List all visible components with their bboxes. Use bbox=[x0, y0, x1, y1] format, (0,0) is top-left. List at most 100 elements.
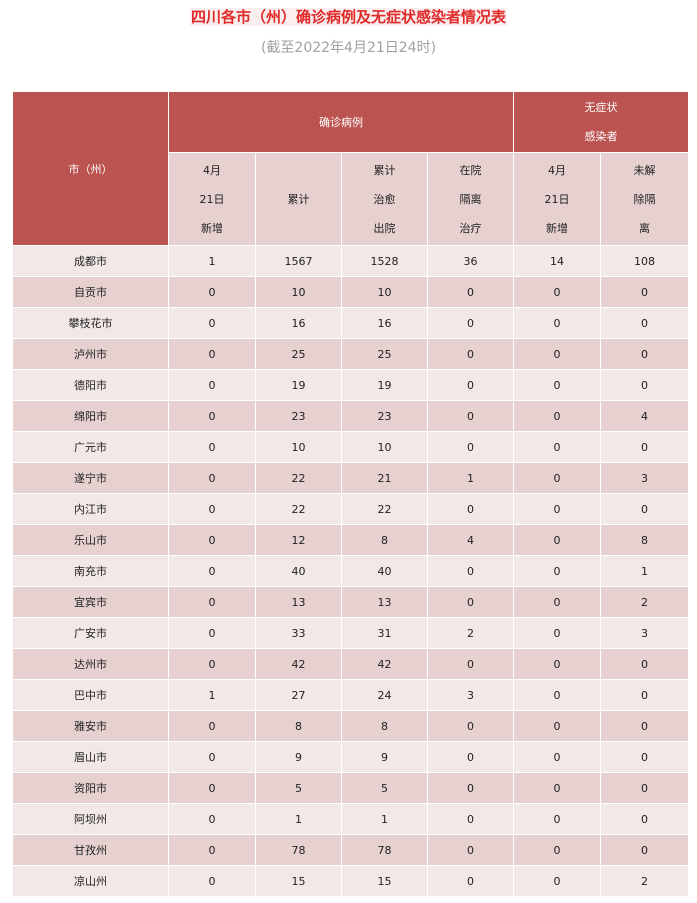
cell-total-recovered: 10 bbox=[341, 276, 428, 308]
cell-total-confirmed: 25 bbox=[255, 338, 342, 370]
table-row: 遂宁市 0 22 21 1 0 3 bbox=[12, 462, 689, 494]
cell-total-recovered: 15 bbox=[341, 865, 428, 897]
cell-asymptomatic-under-isolation: 1 bbox=[600, 555, 689, 587]
cell-new-asymptomatic: 0 bbox=[513, 524, 601, 556]
city-name: 遂宁市 bbox=[12, 462, 169, 494]
cell-new-asymptomatic: 0 bbox=[513, 369, 601, 401]
cell-hospitalized: 1 bbox=[427, 462, 514, 494]
cell-hospitalized: 0 bbox=[427, 741, 514, 773]
cell-new-confirmed: 0 bbox=[168, 741, 256, 773]
subheader-total-recovered: 累计 治愈 出院 bbox=[341, 152, 428, 246]
cell-total-recovered: 16 bbox=[341, 307, 428, 339]
city-name: 巴中市 bbox=[12, 679, 169, 711]
cell-hospitalized: 0 bbox=[427, 338, 514, 370]
cell-asymptomatic-under-isolation: 3 bbox=[600, 617, 689, 649]
cell-asymptomatic-under-isolation: 0 bbox=[600, 803, 689, 835]
table-row: 自贡市 0 10 10 0 0 0 bbox=[12, 276, 689, 308]
cell-asymptomatic-under-isolation: 0 bbox=[600, 307, 689, 339]
cell-new-confirmed: 0 bbox=[168, 834, 256, 866]
cell-hospitalized: 0 bbox=[427, 369, 514, 401]
cell-total-recovered: 78 bbox=[341, 834, 428, 866]
cell-new-asymptomatic: 0 bbox=[513, 462, 601, 494]
cell-hospitalized: 0 bbox=[427, 803, 514, 835]
cell-new-confirmed: 0 bbox=[168, 400, 256, 432]
city-name: 绵阳市 bbox=[12, 400, 169, 432]
cell-total-confirmed: 1 bbox=[255, 803, 342, 835]
cell-total-confirmed: 22 bbox=[255, 462, 342, 494]
table-row: 雅安市 0 8 8 0 0 0 bbox=[12, 710, 689, 742]
cell-total-recovered: 42 bbox=[341, 648, 428, 680]
cell-new-confirmed: 0 bbox=[168, 493, 256, 525]
page-title: 四川各市（州）确诊病例及无症状感染者情况表 bbox=[189, 8, 507, 26]
cell-asymptomatic-under-isolation: 0 bbox=[600, 338, 689, 370]
cell-asymptomatic-under-isolation: 0 bbox=[600, 679, 689, 711]
city-name: 自贡市 bbox=[12, 276, 169, 308]
cell-new-confirmed: 0 bbox=[168, 617, 256, 649]
cell-total-confirmed: 12 bbox=[255, 524, 342, 556]
cell-new-confirmed: 1 bbox=[168, 679, 256, 711]
table-row: 攀枝花市 0 16 16 0 0 0 bbox=[12, 307, 689, 339]
cell-total-recovered: 13 bbox=[341, 586, 428, 618]
cell-total-recovered: 23 bbox=[341, 400, 428, 432]
table-row: 德阳市 0 19 19 0 0 0 bbox=[12, 369, 689, 401]
cell-new-asymptomatic: 0 bbox=[513, 276, 601, 308]
cell-hospitalized: 0 bbox=[427, 276, 514, 308]
cell-new-confirmed: 0 bbox=[168, 369, 256, 401]
cell-asymptomatic-under-isolation: 8 bbox=[600, 524, 689, 556]
table-row: 南充市 0 40 40 0 0 1 bbox=[12, 555, 689, 587]
cell-total-confirmed: 23 bbox=[255, 400, 342, 432]
subheader-new-asymptomatic: 4月 21日 新增 bbox=[513, 152, 601, 246]
city-name: 广安市 bbox=[12, 617, 169, 649]
city-name: 达州市 bbox=[12, 648, 169, 680]
confirmed-group-header: 确诊病例 bbox=[168, 91, 514, 153]
cell-new-confirmed: 0 bbox=[168, 586, 256, 618]
city-name: 成都市 bbox=[12, 245, 169, 277]
cell-total-recovered: 25 bbox=[341, 338, 428, 370]
cell-hospitalized: 0 bbox=[427, 865, 514, 897]
city-name: 广元市 bbox=[12, 431, 169, 463]
cell-new-confirmed: 0 bbox=[168, 462, 256, 494]
cell-new-asymptomatic: 0 bbox=[513, 400, 601, 432]
table-row: 资阳市 0 5 5 0 0 0 bbox=[12, 772, 689, 804]
cell-asymptomatic-under-isolation: 2 bbox=[600, 586, 689, 618]
cell-total-confirmed: 10 bbox=[255, 431, 342, 463]
cell-total-recovered: 22 bbox=[341, 493, 428, 525]
cell-new-confirmed: 0 bbox=[168, 431, 256, 463]
table-row: 广安市 0 33 31 2 0 3 bbox=[12, 617, 689, 649]
cell-asymptomatic-under-isolation: 0 bbox=[600, 369, 689, 401]
cell-total-confirmed: 10 bbox=[255, 276, 342, 308]
cell-new-asymptomatic: 0 bbox=[513, 338, 601, 370]
cell-total-recovered: 8 bbox=[341, 524, 428, 556]
cell-new-asymptomatic: 0 bbox=[513, 648, 601, 680]
cell-total-recovered: 21 bbox=[341, 462, 428, 494]
cell-new-confirmed: 0 bbox=[168, 276, 256, 308]
city-name: 资阳市 bbox=[12, 772, 169, 804]
city-name: 内江市 bbox=[12, 493, 169, 525]
cell-asymptomatic-under-isolation: 0 bbox=[600, 741, 689, 773]
cell-total-confirmed: 27 bbox=[255, 679, 342, 711]
page-subtitle: (截至2022年4月21日24时) bbox=[260, 40, 437, 56]
cell-new-confirmed: 0 bbox=[168, 524, 256, 556]
cell-new-asymptomatic: 0 bbox=[513, 679, 601, 711]
cell-total-confirmed: 33 bbox=[255, 617, 342, 649]
cell-new-confirmed: 0 bbox=[168, 772, 256, 804]
cell-asymptomatic-under-isolation: 0 bbox=[600, 493, 689, 525]
cell-total-recovered: 19 bbox=[341, 369, 428, 401]
cell-new-confirmed: 0 bbox=[168, 338, 256, 370]
cell-total-confirmed: 40 bbox=[255, 555, 342, 587]
cell-total-confirmed: 1567 bbox=[255, 245, 342, 277]
cell-total-recovered: 31 bbox=[341, 617, 428, 649]
cell-hospitalized: 2 bbox=[427, 617, 514, 649]
subheader-total-confirmed: 累计 bbox=[255, 152, 342, 246]
table-row: 乐山市 0 12 8 4 0 8 bbox=[12, 524, 689, 556]
cell-new-confirmed: 0 bbox=[168, 555, 256, 587]
table-row: 绵阳市 0 23 23 0 0 4 bbox=[12, 400, 689, 432]
cell-total-confirmed: 13 bbox=[255, 586, 342, 618]
city-header: 市（州） bbox=[12, 91, 169, 246]
cell-asymptomatic-under-isolation: 3 bbox=[600, 462, 689, 494]
cell-total-confirmed: 22 bbox=[255, 493, 342, 525]
cell-asymptomatic-under-isolation: 0 bbox=[600, 772, 689, 804]
cell-total-recovered: 9 bbox=[341, 741, 428, 773]
cell-hospitalized: 3 bbox=[427, 679, 514, 711]
cell-new-confirmed: 1 bbox=[168, 245, 256, 277]
